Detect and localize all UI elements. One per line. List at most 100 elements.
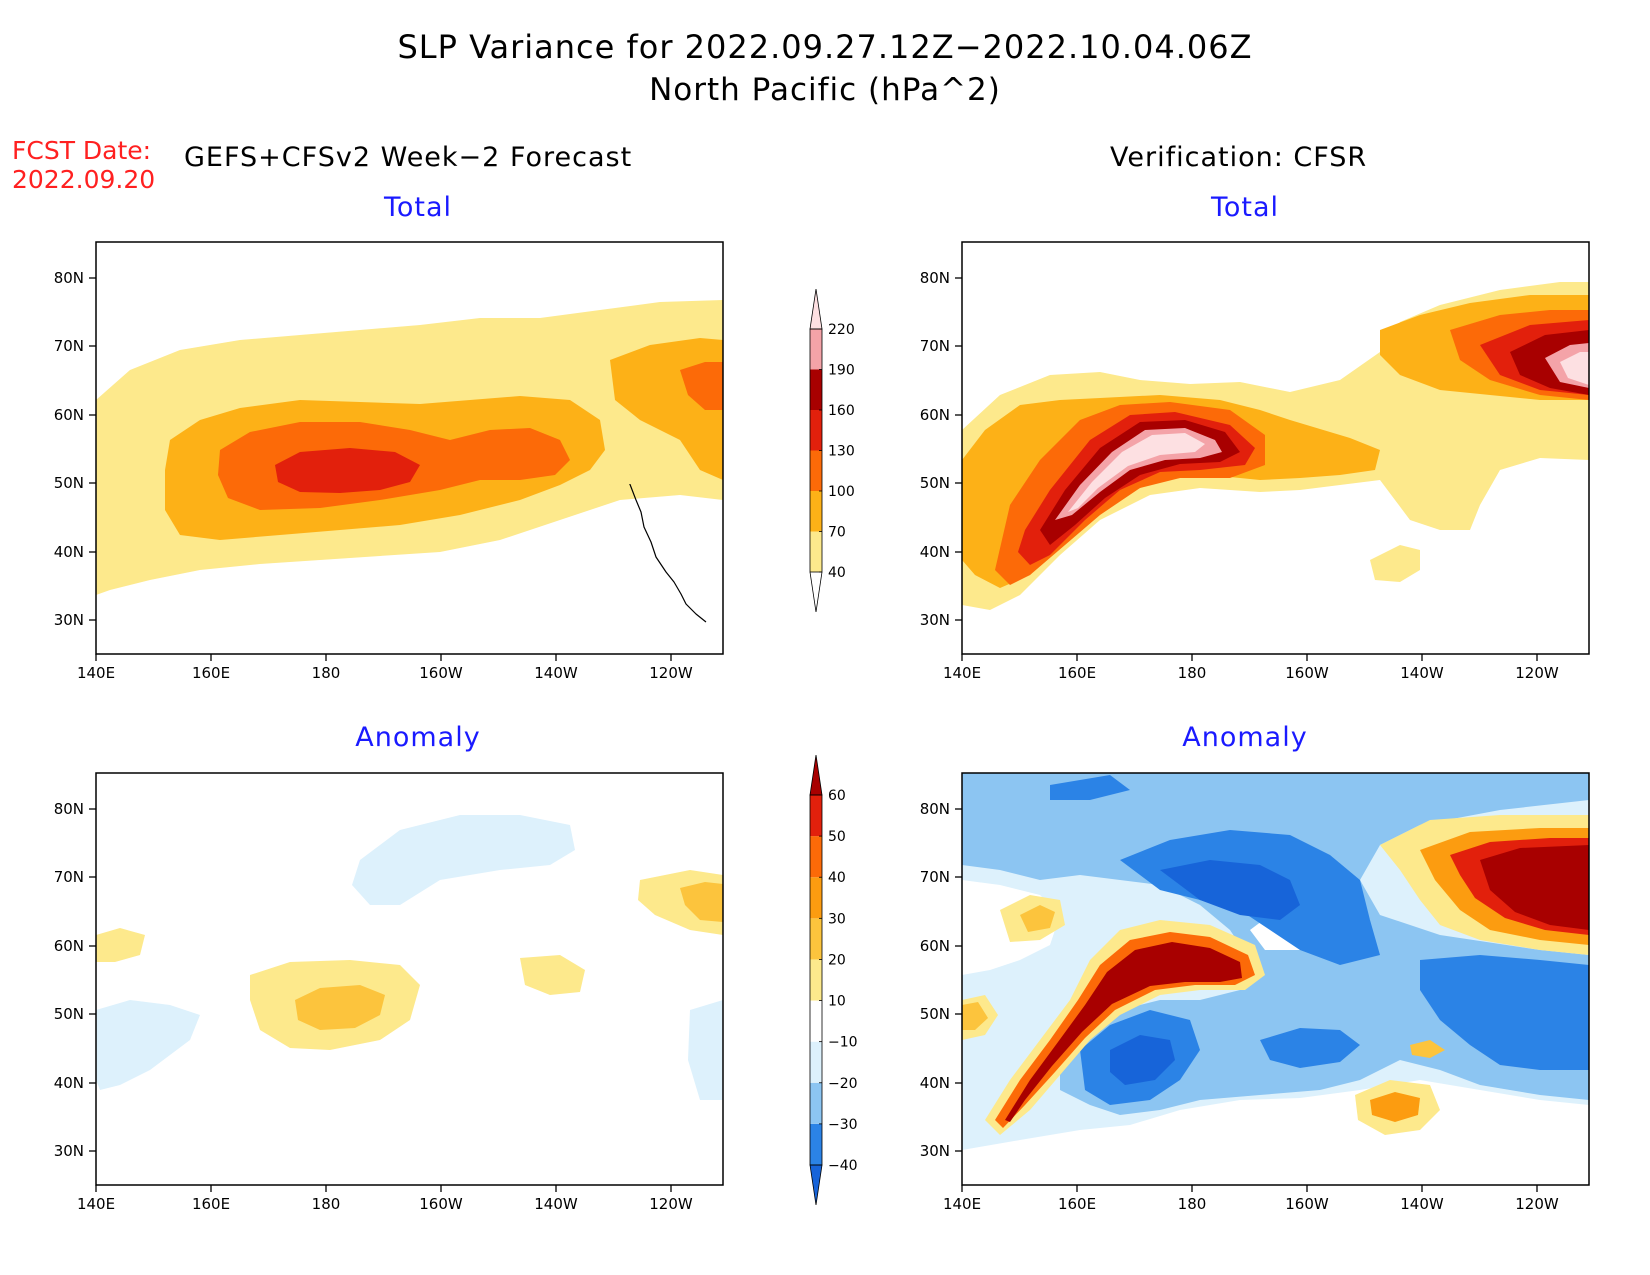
contour-220: [1068, 433, 1205, 512]
colorbar-swatch: [810, 1041, 822, 1083]
contour-neg10: [352, 815, 575, 905]
colorbar-label: 40: [828, 565, 846, 581]
colorbar-cap-top: [809, 754, 823, 796]
lat-label: 80N: [54, 269, 84, 287]
lon-label: 120W: [649, 1195, 693, 1213]
lat-label: 60N: [54, 406, 84, 424]
contour-neg40-north: [1160, 860, 1300, 920]
lon-label: 140W: [1400, 1195, 1444, 1213]
panel-title-verification-total: Total: [1210, 192, 1280, 223]
lat-label: 80N: [54, 800, 84, 818]
colorbar-swatch: [810, 410, 822, 451]
colorbar-swatch: [810, 450, 822, 491]
lat-label: 40N: [54, 1074, 84, 1092]
lat-label: 70N: [920, 337, 950, 355]
lon-label: 180: [1178, 1195, 1207, 1213]
contour-20-sw: [962, 1002, 988, 1030]
forecast-date-value: 2022.09.20: [12, 165, 156, 194]
lon-label: 160W: [1285, 1195, 1329, 1213]
lon-label: 140E: [77, 1195, 115, 1213]
colorbar-swatch: [810, 959, 822, 1001]
lon-label: 140W: [1400, 664, 1444, 682]
colorbar-label: 70: [828, 525, 846, 541]
contour-60-ne: [1480, 845, 1589, 930]
colorbar-anomaly: −40 −30 −20 −10 10 20 30 40 50 60: [809, 754, 858, 1206]
contour-20-east: [680, 882, 723, 922]
colorbar-label: 130: [828, 444, 855, 460]
lat-label: 40N: [920, 1074, 950, 1092]
lon-label: 160E: [1058, 1195, 1096, 1213]
lat-label: 60N: [920, 937, 950, 955]
colorbar-swatch: [810, 877, 822, 919]
colorbar-label: 20: [828, 952, 846, 968]
lat-label: 80N: [920, 800, 950, 818]
lat-label: 70N: [920, 868, 950, 886]
lon-label: 160E: [192, 1195, 230, 1213]
contour-220-ne: [1560, 352, 1589, 385]
colorbar-swatch: [810, 836, 822, 878]
colorbar-swatch: [810, 1082, 822, 1124]
lon-label: 140E: [943, 1195, 981, 1213]
contour-20-mid: [1410, 1040, 1445, 1058]
colorbar-cap-top: [809, 288, 823, 330]
colorbar-swatch: [810, 531, 822, 572]
colorbar-label: 40: [828, 870, 846, 886]
lat-label: 50N: [920, 474, 950, 492]
lat-label: 70N: [54, 868, 84, 886]
lat-label: 30N: [54, 1142, 84, 1160]
contour-neg10-east: [688, 1000, 723, 1100]
colorbar-label: 10: [828, 994, 846, 1010]
panel-title-forecast-anomaly: Anomaly: [355, 722, 481, 753]
map-verification-total: [961, 241, 1590, 655]
lon-label: 160W: [419, 664, 463, 682]
contour-60-tongue: [1005, 942, 1242, 1122]
lon-label: 120W: [1515, 1195, 1559, 1213]
contour-neg30-se: [1420, 955, 1589, 1070]
contour-neg10-west: [96, 1000, 200, 1090]
lon-label: 160W: [1285, 664, 1329, 682]
panel-title-forecast-total: Total: [383, 192, 453, 223]
colorbar-swatch: [810, 1123, 822, 1165]
lon-label: 140W: [534, 1195, 578, 1213]
lat-label: 30N: [54, 611, 84, 629]
lon-label: 140E: [943, 664, 981, 682]
colorbar-label: 190: [828, 363, 855, 379]
panel-title-verification-anomaly: Anomaly: [1182, 722, 1308, 753]
colorbar-cap-bottom: [809, 571, 823, 613]
contour-30-south: [1370, 1092, 1420, 1122]
verification-column-title: Verification: CFSR: [1110, 142, 1368, 173]
colorbar-label: 50: [828, 829, 846, 845]
contour-130: [275, 448, 420, 493]
contour-20: [295, 985, 385, 1030]
lon-label: 140W: [534, 664, 578, 682]
colorbar-frame: [809, 794, 823, 1166]
lat-label: 80N: [920, 269, 950, 287]
forecast-date-label: FCST Date:: [12, 136, 152, 165]
colorbar-swatch: [810, 329, 822, 370]
contour-neg40: [1110, 1035, 1175, 1085]
lon-label: 140E: [77, 664, 115, 682]
lat-label: 60N: [54, 937, 84, 955]
lat-label: 40N: [54, 543, 84, 561]
lat-label: 40N: [920, 543, 950, 561]
lon-label: 120W: [649, 664, 693, 682]
colorbar-label: 160: [828, 403, 855, 419]
colorbar-label: −20: [828, 1076, 858, 1092]
main-subtitle: North Pacific (hPa^2): [649, 72, 1001, 108]
contour-40-south: [1370, 545, 1420, 582]
lon-label: 160E: [1058, 664, 1096, 682]
contour-10-ne: [520, 955, 585, 995]
lon-label: 180: [312, 1195, 341, 1213]
lon-label: 120W: [1515, 664, 1559, 682]
colorbar-cap-bottom: [809, 1164, 823, 1206]
lon-label: 160E: [192, 664, 230, 682]
map-verification-anomaly: [961, 772, 1590, 1186]
lat-label: 50N: [920, 1005, 950, 1023]
colorbar-swatch: [810, 491, 822, 532]
colorbar-label: −30: [828, 1117, 858, 1133]
lat-label: 70N: [54, 337, 84, 355]
lon-label: 180: [1178, 664, 1207, 682]
colorbar-swatch: [810, 369, 822, 410]
lat-label: 50N: [54, 474, 84, 492]
colorbar-label: −10: [828, 1035, 858, 1051]
